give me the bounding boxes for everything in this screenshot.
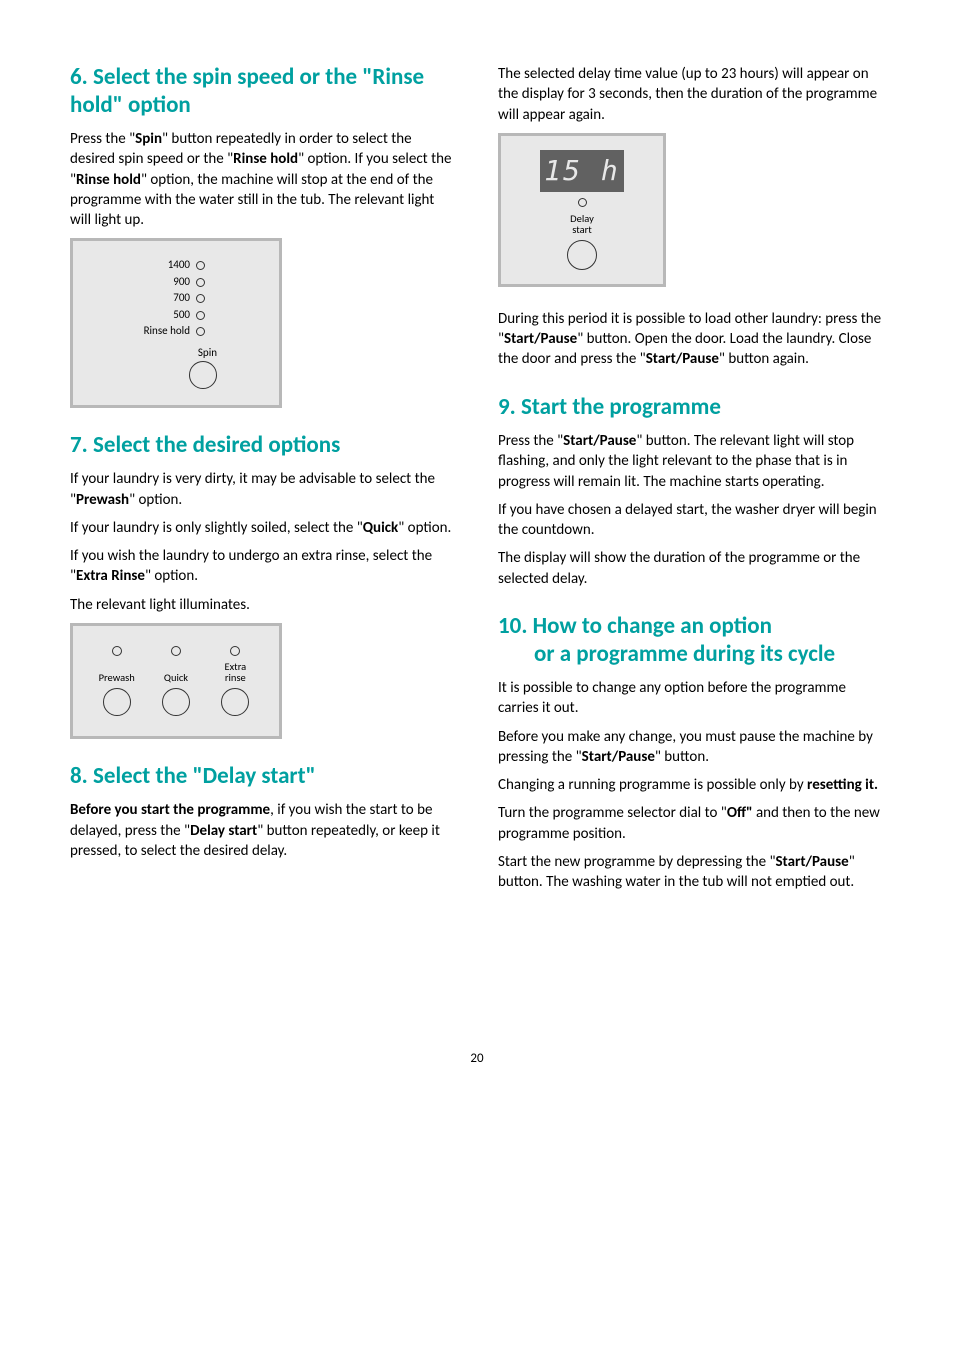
extra-rinse-label-2: rinse: [224, 672, 246, 684]
led-icon: [578, 198, 587, 207]
section-7-p1: If your laundry is very dirty, it may be…: [70, 469, 456, 510]
section-10-p4: Turn the programme selector dial to "Off…: [498, 803, 884, 844]
led-icon: [171, 646, 181, 656]
led-icon: [230, 646, 240, 656]
section-10-p3: Changing a running programme is possible…: [498, 775, 884, 795]
delay-panel: 15 h Delay start: [498, 133, 666, 287]
extra-rinse-button-icon: [221, 688, 249, 716]
spin-button-icon: [189, 361, 217, 389]
spin-button-label: Spin: [198, 346, 217, 361]
section-10-heading: 10. How to change an optionor a programm…: [498, 613, 884, 668]
prewash-label: Prewash: [99, 672, 135, 684]
spin-1400: 1400: [168, 257, 190, 274]
prewash-button-icon: [103, 688, 131, 716]
led-icon: [196, 261, 205, 270]
section-8-heading: 8. Select the "Delay start": [70, 763, 456, 791]
led-icon: [196, 311, 205, 320]
section-7-p2: If your laundry is only slightly soiled,…: [70, 518, 456, 538]
section-6-body: Press the "Spin" button repeatedly in or…: [70, 129, 456, 230]
led-icon: [112, 646, 122, 656]
right-top-para: The selected delay time value (up to 23 …: [498, 64, 884, 125]
section-10-p1: It is possible to change any option befo…: [498, 678, 884, 719]
during-para: During this period it is possible to loa…: [498, 309, 884, 370]
section-7-p3: If you wish the laundry to undergo an ex…: [70, 546, 456, 587]
section-7-p4: The relevant light illuminates.: [70, 595, 456, 615]
section-7-heading: 7. Select the desired options: [70, 432, 456, 460]
quick-label: Quick: [164, 672, 188, 684]
spin-rinse-hold: Rinse hold: [144, 323, 190, 340]
section-9-p1: Press the "Start/Pause" button. The rele…: [498, 431, 884, 492]
quick-button-icon: [162, 688, 190, 716]
spin-700: 700: [173, 290, 190, 307]
spin-panel: 1400 900 700 500 Rinse hold Spin: [70, 238, 282, 407]
display-value: 15 h: [540, 150, 624, 192]
delay-start-button-icon: [567, 240, 597, 270]
led-icon: [196, 327, 205, 336]
spin-900: 900: [173, 274, 190, 291]
page-number: 20: [70, 1050, 884, 1068]
section-10-p2: Before you make any change, you must pau…: [498, 727, 884, 768]
led-icon: [196, 294, 205, 303]
section-9-p3: The display will show the duration of th…: [498, 548, 884, 589]
options-panel: Prewash Quick Extrarinse: [70, 623, 282, 739]
section-9-heading: 9. Start the programme: [498, 394, 884, 422]
led-icon: [196, 278, 205, 287]
section-9-p2: If you have chosen a delayed start, the …: [498, 500, 884, 541]
section-8-body: Before you start the programme, if you w…: [70, 800, 456, 861]
spin-500: 500: [173, 307, 190, 324]
section-6-heading: 6. Select the spin speed or the "Rinse h…: [70, 64, 456, 119]
section-10-p5: Start the new programme by depressing th…: [498, 852, 884, 893]
delay-label-2: start: [572, 223, 592, 236]
